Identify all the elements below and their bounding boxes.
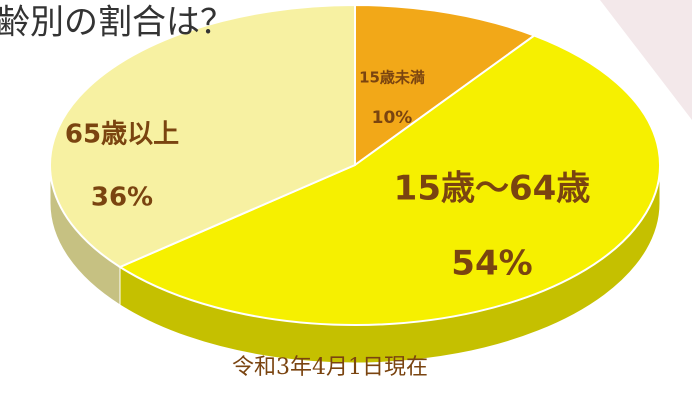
value-label: 36% [91,183,153,213]
slice-label: 15歳～64歳 [394,169,591,209]
pie-slice [117,34,661,326]
slice-label: 65歳以上 [65,120,179,150]
pie-slice [354,3,537,167]
annotation: 令和3年4月1日現在 [232,355,428,380]
value-label: 10% [372,108,413,128]
pie-slice [49,3,356,269]
decoration [600,0,692,120]
chart-title: 齢別の割合は？ [0,3,234,43]
value-label: 54% [451,244,532,284]
slice-label: 15歳未満 [359,69,425,87]
pie: 15歳未満 10% 15歳～64歳 54% 65歳以上 36% [49,3,661,364]
